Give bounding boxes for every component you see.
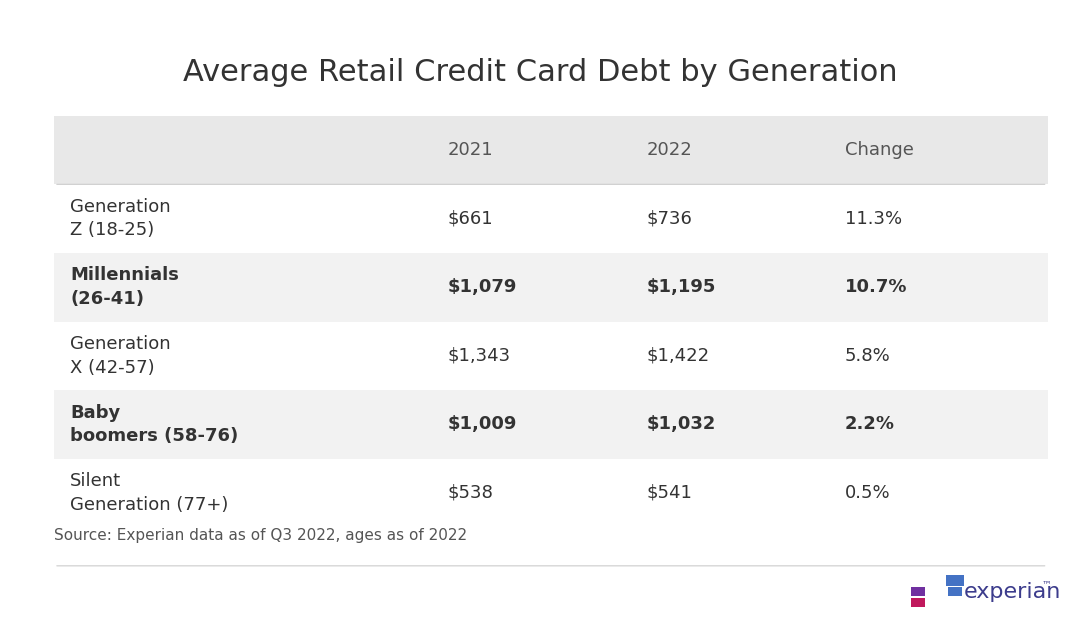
Text: Generation
X (42-57): Generation X (42-57) <box>70 335 171 377</box>
Text: 10.7%: 10.7% <box>845 278 907 296</box>
Text: 2021: 2021 <box>447 141 494 159</box>
Text: Silent
Generation (77+): Silent Generation (77+) <box>70 472 229 514</box>
Text: $1,079: $1,079 <box>447 278 517 296</box>
Text: 2022: 2022 <box>646 141 692 159</box>
Text: Source: Experian data as of Q3 2022, ages as of 2022: Source: Experian data as of Q3 2022, age… <box>54 529 468 543</box>
Text: $1,032: $1,032 <box>646 415 716 433</box>
Text: 5.8%: 5.8% <box>845 347 891 365</box>
Text: $661: $661 <box>447 210 494 228</box>
Text: $541: $541 <box>646 484 692 502</box>
Text: Baby
boomers (58-76): Baby boomers (58-76) <box>70 404 239 445</box>
Text: Millennials
(26-41): Millennials (26-41) <box>70 266 179 308</box>
Text: $1,343: $1,343 <box>447 347 511 365</box>
Text: 0.5%: 0.5% <box>845 484 891 502</box>
Text: 11.3%: 11.3% <box>845 210 902 228</box>
Text: 2.2%: 2.2% <box>845 415 895 433</box>
Text: $1,422: $1,422 <box>646 347 710 365</box>
Text: $1,009: $1,009 <box>447 415 517 433</box>
Text: ™: ™ <box>1041 579 1051 590</box>
Text: $736: $736 <box>646 210 692 228</box>
Text: $538: $538 <box>447 484 494 502</box>
Text: Generation
Z (18-25): Generation Z (18-25) <box>70 198 171 239</box>
Text: Change: Change <box>845 141 914 159</box>
Text: $1,195: $1,195 <box>646 278 716 296</box>
Text: experian: experian <box>963 581 1062 602</box>
Text: Average Retail Credit Card Debt by Generation: Average Retail Credit Card Debt by Gener… <box>183 58 897 87</box>
